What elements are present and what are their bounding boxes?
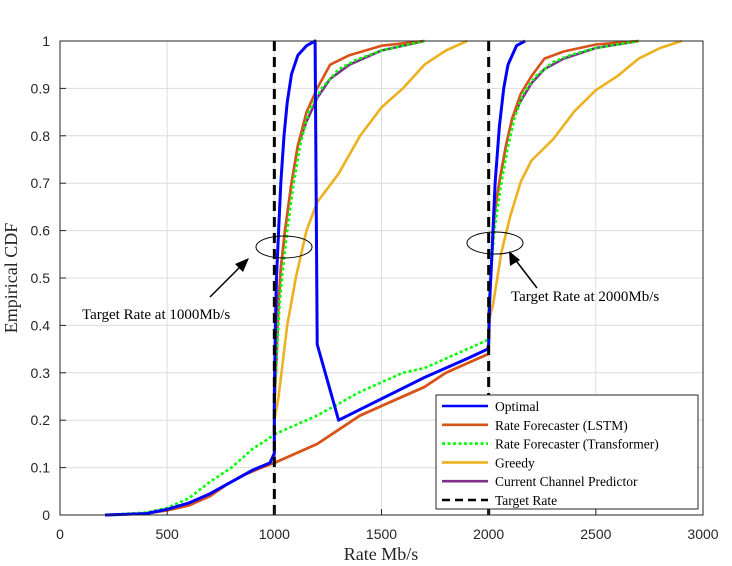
x-tick-label: 2000	[473, 526, 504, 542]
annotation-2-arrowhead	[509, 251, 520, 266]
y-tick-label: 0.6	[31, 223, 51, 239]
x-tick-label: 3000	[687, 526, 718, 542]
x-tick-label: 500	[155, 526, 179, 542]
y-tick-label: 0.1	[31, 460, 51, 476]
axis-ticks: 0 500 1000 1500 2000 2500 3000 0 0.1 0.2 0.3 0.4 0.5…	[31, 33, 719, 542]
legend-items: Optimal Rate Forecaster (LSTM) Rate Foreca…	[442, 399, 659, 508]
y-axis-label: Empirical CDF	[1, 223, 21, 334]
series-line-2	[104, 39, 425, 517]
legend-label-3: Greedy	[495, 455, 535, 470]
y-tick-label: 0.7	[31, 175, 51, 191]
y-tick-label: 0.4	[31, 317, 51, 333]
y-tick-label: 1	[42, 33, 50, 49]
annotation-1-ellipse	[255, 235, 313, 259]
x-tick-label: 1500	[366, 526, 397, 542]
annotation-1-text: Target Rate at 1000Mb/s	[82, 307, 230, 323]
series-line-2-mid	[273, 338, 490, 436]
annotation-2-text: Target Rate at 2000Mb/s	[511, 289, 659, 305]
series-line-3-high-target	[487, 39, 683, 354]
series-line-1-mid	[273, 352, 490, 465]
annotation-1-arrow	[209, 263, 244, 298]
legend-label-5: Target Rate	[495, 493, 557, 508]
y-tick-label: 0.3	[31, 365, 51, 381]
annotation-2-arrow	[513, 257, 538, 289]
x-tick-label: 2500	[580, 526, 611, 542]
series-line-0	[104, 39, 526, 517]
y-tick-label: 0	[42, 507, 50, 523]
legend-label-0: Optimal	[495, 399, 539, 414]
legend-label-2: Rate Forecaster (Transformer)	[495, 437, 659, 452]
y-tick-label: 0.8	[31, 128, 51, 144]
annotation-1-arrowhead	[235, 258, 249, 272]
legend: Optimal Rate Forecaster (LSTM) Rate Foreca…	[435, 394, 699, 510]
y-tick-label: 0.5	[31, 270, 51, 286]
x-tick-label: 0	[56, 526, 64, 542]
annotation-2-ellipse	[466, 231, 524, 255]
x-tick-label: 1000	[259, 526, 290, 542]
series-layer	[104, 39, 683, 517]
y-tick-label: 0.9	[31, 80, 51, 96]
legend-box	[435, 394, 699, 510]
legend-label-4: Current Channel Predictor	[495, 474, 638, 489]
legend-label-1: Rate Forecaster (LSTM)	[495, 418, 628, 433]
x-axis-label: Rate Mb/s	[344, 544, 419, 564]
y-tick-label: 0.2	[31, 412, 51, 428]
